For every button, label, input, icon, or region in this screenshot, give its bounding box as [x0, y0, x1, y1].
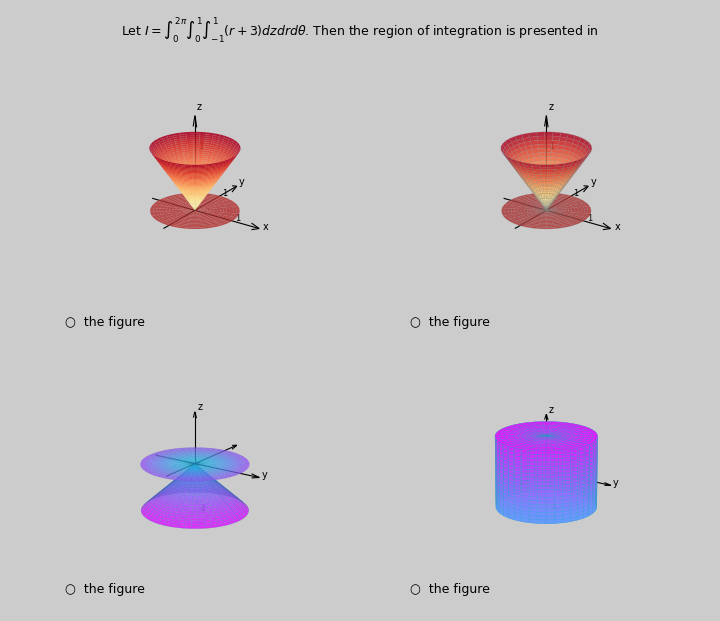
- Text: Let $I = \int_0^{2\pi} \int_0^{1} \int_{-1}^{1}(r+3)dzdrd\theta$. Then the regio: Let $I = \int_0^{2\pi} \int_0^{1} \int_{…: [121, 16, 599, 45]
- Text: ○  the figure: ○ the figure: [410, 583, 490, 596]
- Text: ○  the figure: ○ the figure: [410, 316, 490, 329]
- Text: ○  the figure: ○ the figure: [65, 316, 145, 329]
- Text: ○  the figure: ○ the figure: [65, 583, 145, 596]
